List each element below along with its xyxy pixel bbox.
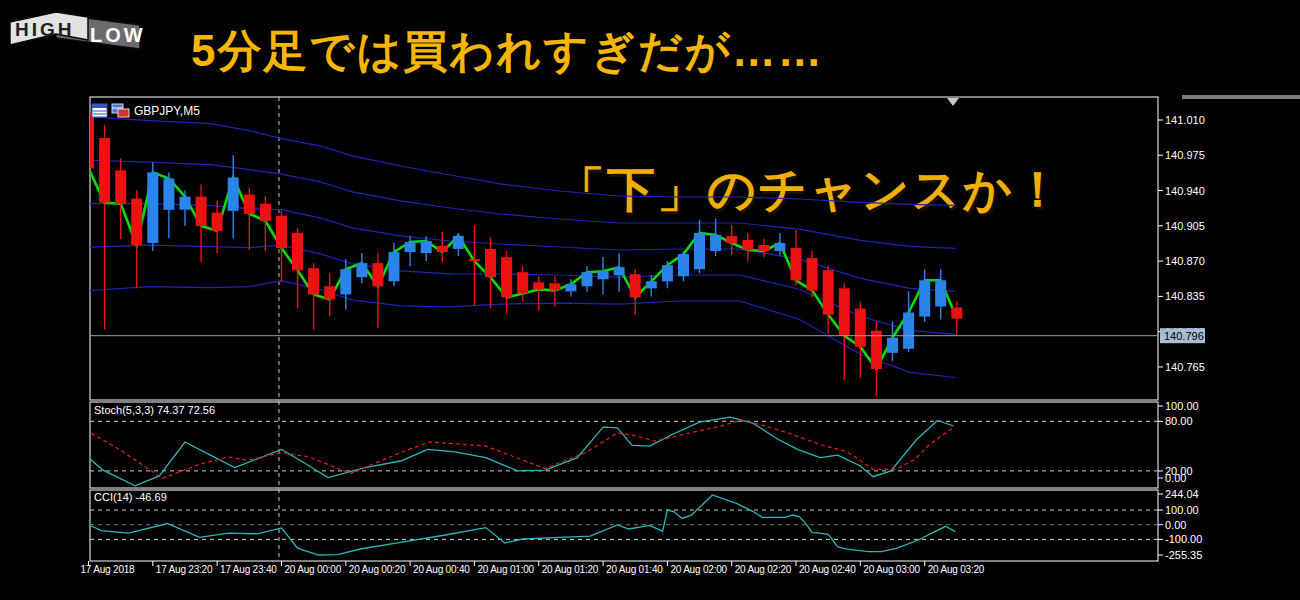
stoch-panel [85, 417, 1158, 486]
svg-text:17 Aug 23:20: 17 Aug 23:20 [156, 564, 213, 575]
svg-text:20 Aug 01:00: 20 Aug 01:00 [477, 564, 534, 575]
svg-text:20 Aug 02:20: 20 Aug 02:20 [735, 564, 792, 575]
indicator-icon [112, 104, 129, 117]
svg-text:140.905: 140.905 [1165, 220, 1205, 232]
svg-text:140.975: 140.975 [1165, 149, 1205, 161]
shift-marker-icon[interactable] [947, 98, 959, 106]
cci-panel [85, 495, 1158, 555]
page: LOW HIGH 5分足では買われすぎだが…… 「下」のチャンスか！ 141.0… [0, 0, 1300, 600]
svg-text:20 Aug 00:00: 20 Aug 00:00 [285, 564, 342, 575]
chart-canvas[interactable]: 141.010 140.975 140.940 140.905 140.870 140.8… [0, 0, 1300, 600]
svg-text:140.796: 140.796 [1164, 330, 1204, 342]
svg-text:20 Aug 03:00: 20 Aug 03:00 [863, 564, 920, 575]
candles [83, 109, 962, 396]
svg-text:-100.00: -100.00 [1165, 533, 1202, 545]
svg-text:140.765: 140.765 [1165, 361, 1205, 373]
svg-text:0.00: 0.00 [1165, 519, 1186, 531]
chart-type-icon [92, 104, 107, 117]
svg-text:20 Aug 01:20: 20 Aug 01:20 [542, 564, 599, 575]
svg-text:140.940: 140.940 [1165, 185, 1205, 197]
panel-frames [90, 97, 1158, 561]
svg-text:100.00: 100.00 [1165, 400, 1199, 412]
svg-text:17 Aug 23:40: 17 Aug 23:40 [220, 564, 277, 575]
stoch-label: Stoch(5,3,3) 74.37 72.56 [94, 404, 215, 416]
svg-text:20 Aug 02:00: 20 Aug 02:00 [670, 564, 727, 575]
symbol-label: GBPJPY,M5 [134, 104, 200, 118]
svg-text:20 Aug 00:40: 20 Aug 00:40 [413, 564, 470, 575]
svg-text:80.00: 80.00 [1165, 415, 1193, 427]
svg-text:140.870: 140.870 [1165, 255, 1205, 267]
time-axis[interactable]: 17 Aug 2018 17 Aug 23:20 17 Aug 23:40 20 Au… [81, 561, 985, 575]
bollinger-bands [85, 117, 955, 378]
svg-text:141.010: 141.010 [1165, 114, 1205, 126]
svg-text:-255.35: -255.35 [1165, 549, 1202, 561]
stoch-axis[interactable]: 100.0080.0020.000.00 [1158, 400, 1199, 484]
svg-text:17 Aug 2018: 17 Aug 2018 [81, 564, 136, 575]
svg-text:100.00: 100.00 [1165, 504, 1199, 516]
bid-price-label: 140.796 [1160, 328, 1205, 343]
cci-label: CCI(14) -46.69 [94, 491, 167, 503]
svg-text:20 Aug 02:40: 20 Aug 02:40 [799, 564, 856, 575]
top-strip [1182, 95, 1300, 99]
svg-text:20 Aug 01:40: 20 Aug 01:40 [606, 564, 663, 575]
svg-text:244.04: 244.04 [1165, 488, 1199, 500]
svg-text:140.835: 140.835 [1165, 290, 1205, 302]
cci-axis[interactable]: 244.04 100.00 0.00 -100.00 -255.35 [1158, 488, 1202, 561]
svg-text:20 Aug 00:20: 20 Aug 00:20 [349, 564, 406, 575]
svg-text:20 Aug 03:20: 20 Aug 03:20 [928, 564, 985, 575]
svg-text:0.00: 0.00 [1165, 472, 1186, 484]
